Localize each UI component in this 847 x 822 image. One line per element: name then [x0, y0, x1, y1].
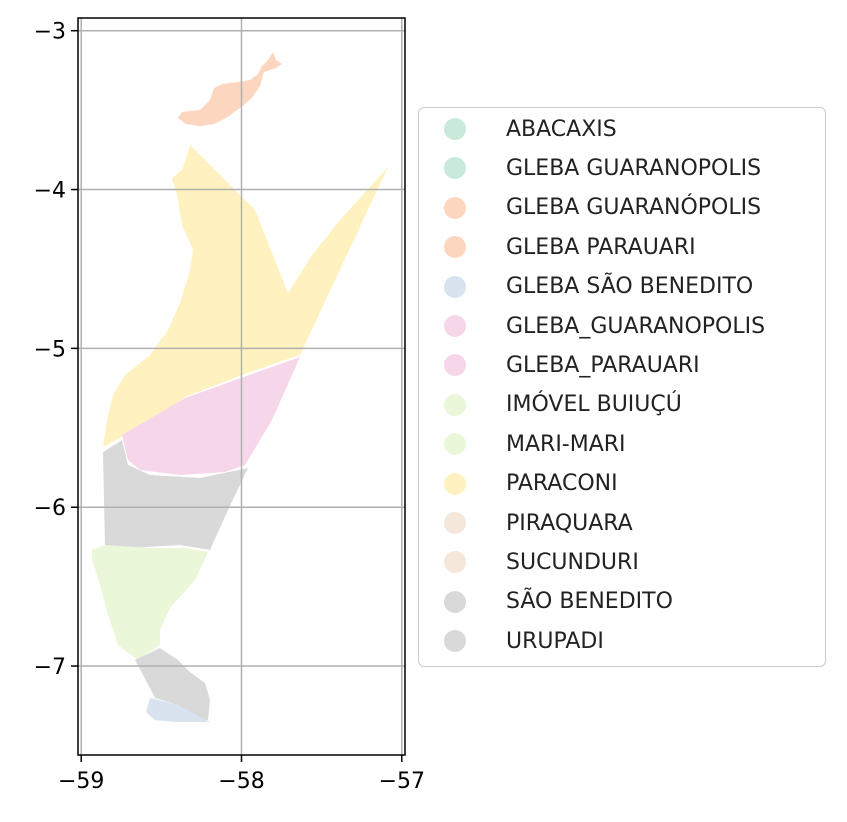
legend-marker-icon [444, 354, 466, 377]
region-sao-benedito [103, 440, 248, 550]
x-tick-label: −57 [379, 769, 425, 794]
legend-marker-icon [444, 630, 466, 653]
legend-label: GLEBA GUARANÓPOLIS [506, 195, 762, 221]
legend-item: GLEBA GUARANOPOLIS [419, 153, 761, 183]
legend: ABACAXIS GLEBA GUARANOPOLIS GLEBA GUARANÓP… [418, 107, 826, 667]
legend-label: SÃO BENEDITO [506, 589, 673, 615]
y-tick-label: −7 [34, 655, 66, 680]
region-mari-mari [92, 545, 208, 660]
legend-label: SUCUNDURI [506, 549, 639, 575]
region-gleba-parauari [122, 357, 300, 475]
legend-item: GLEBA PARAUARI [419, 232, 696, 262]
legend-item: GLEBA GUARANÓPOLIS [419, 193, 761, 223]
legend-item: SÃO BENEDITO [419, 587, 673, 617]
y-tick-label: −5 [34, 337, 66, 362]
legend-marker-icon [444, 118, 466, 140]
y-axis: −3 −4 −5 −6 −7 [34, 20, 78, 680]
legend-marker-icon [444, 157, 466, 180]
legend-item: GLEBA SÃO BENEDITO [419, 272, 753, 302]
legend-label: GLEBA GUARANOPOLIS [506, 155, 762, 181]
legend-label: MARI-MARI [506, 431, 626, 457]
legend-marker-icon [444, 590, 466, 613]
x-axis: −59 −58 −57 [58, 755, 425, 794]
x-tick-label: −58 [218, 769, 264, 794]
region-gleba-sao-benedito [146, 698, 210, 722]
legend-label: PIRAQUARA [506, 510, 633, 536]
legend-item: ABACAXIS [419, 114, 617, 144]
legend-marker-icon [444, 551, 466, 574]
legend-item: GLEBA_GUARANOPOLIS [419, 311, 765, 341]
legend-marker-icon [444, 196, 466, 219]
legend-item: SUCUNDURI [419, 547, 639, 577]
grid-lines [78, 18, 405, 755]
legend-marker-icon [444, 236, 466, 259]
legend-label: URUPADI [506, 628, 604, 654]
legend-marker-icon [444, 315, 466, 337]
legend-item: MARI-MARI [419, 429, 626, 459]
legend-label: IMÓVEL BUIUÇÚ [506, 392, 682, 418]
legend-item: PARACONI [419, 469, 618, 499]
legend-label: GLEBA_PARAUARI [506, 352, 700, 378]
legend-label: GLEBA SÃO BENEDITO [506, 274, 754, 300]
legend-item: URUPADI [419, 626, 604, 656]
region-gleba-guaranopolis [178, 52, 282, 126]
y-tick-label: −4 [34, 179, 66, 204]
legend-marker-icon [444, 512, 466, 534]
x-tick-label: −59 [58, 769, 104, 794]
region-paraconi [103, 145, 388, 447]
map-plot-area: −59 −58 −57 −3 −4 −5 −6 −7 [34, 17, 425, 794]
legend-marker-icon [444, 393, 466, 416]
y-tick-label: −6 [34, 496, 66, 521]
legend-label: GLEBA_GUARANOPOLIS [506, 313, 766, 339]
legend-item: PIRAQUARA [419, 508, 633, 538]
legend-marker-icon [444, 433, 466, 456]
y-tick-label: −3 [34, 20, 66, 45]
legend-item: GLEBA_PARAUARI [419, 350, 700, 380]
legend-label: PARACONI [506, 471, 618, 497]
legend-label: GLEBA PARAUARI [506, 234, 696, 260]
legend-label: ABACAXIS [506, 116, 617, 142]
legend-marker-icon [444, 472, 466, 495]
legend-marker-icon [444, 275, 466, 298]
legend-item: IMÓVEL BUIUÇÚ [419, 390, 682, 420]
